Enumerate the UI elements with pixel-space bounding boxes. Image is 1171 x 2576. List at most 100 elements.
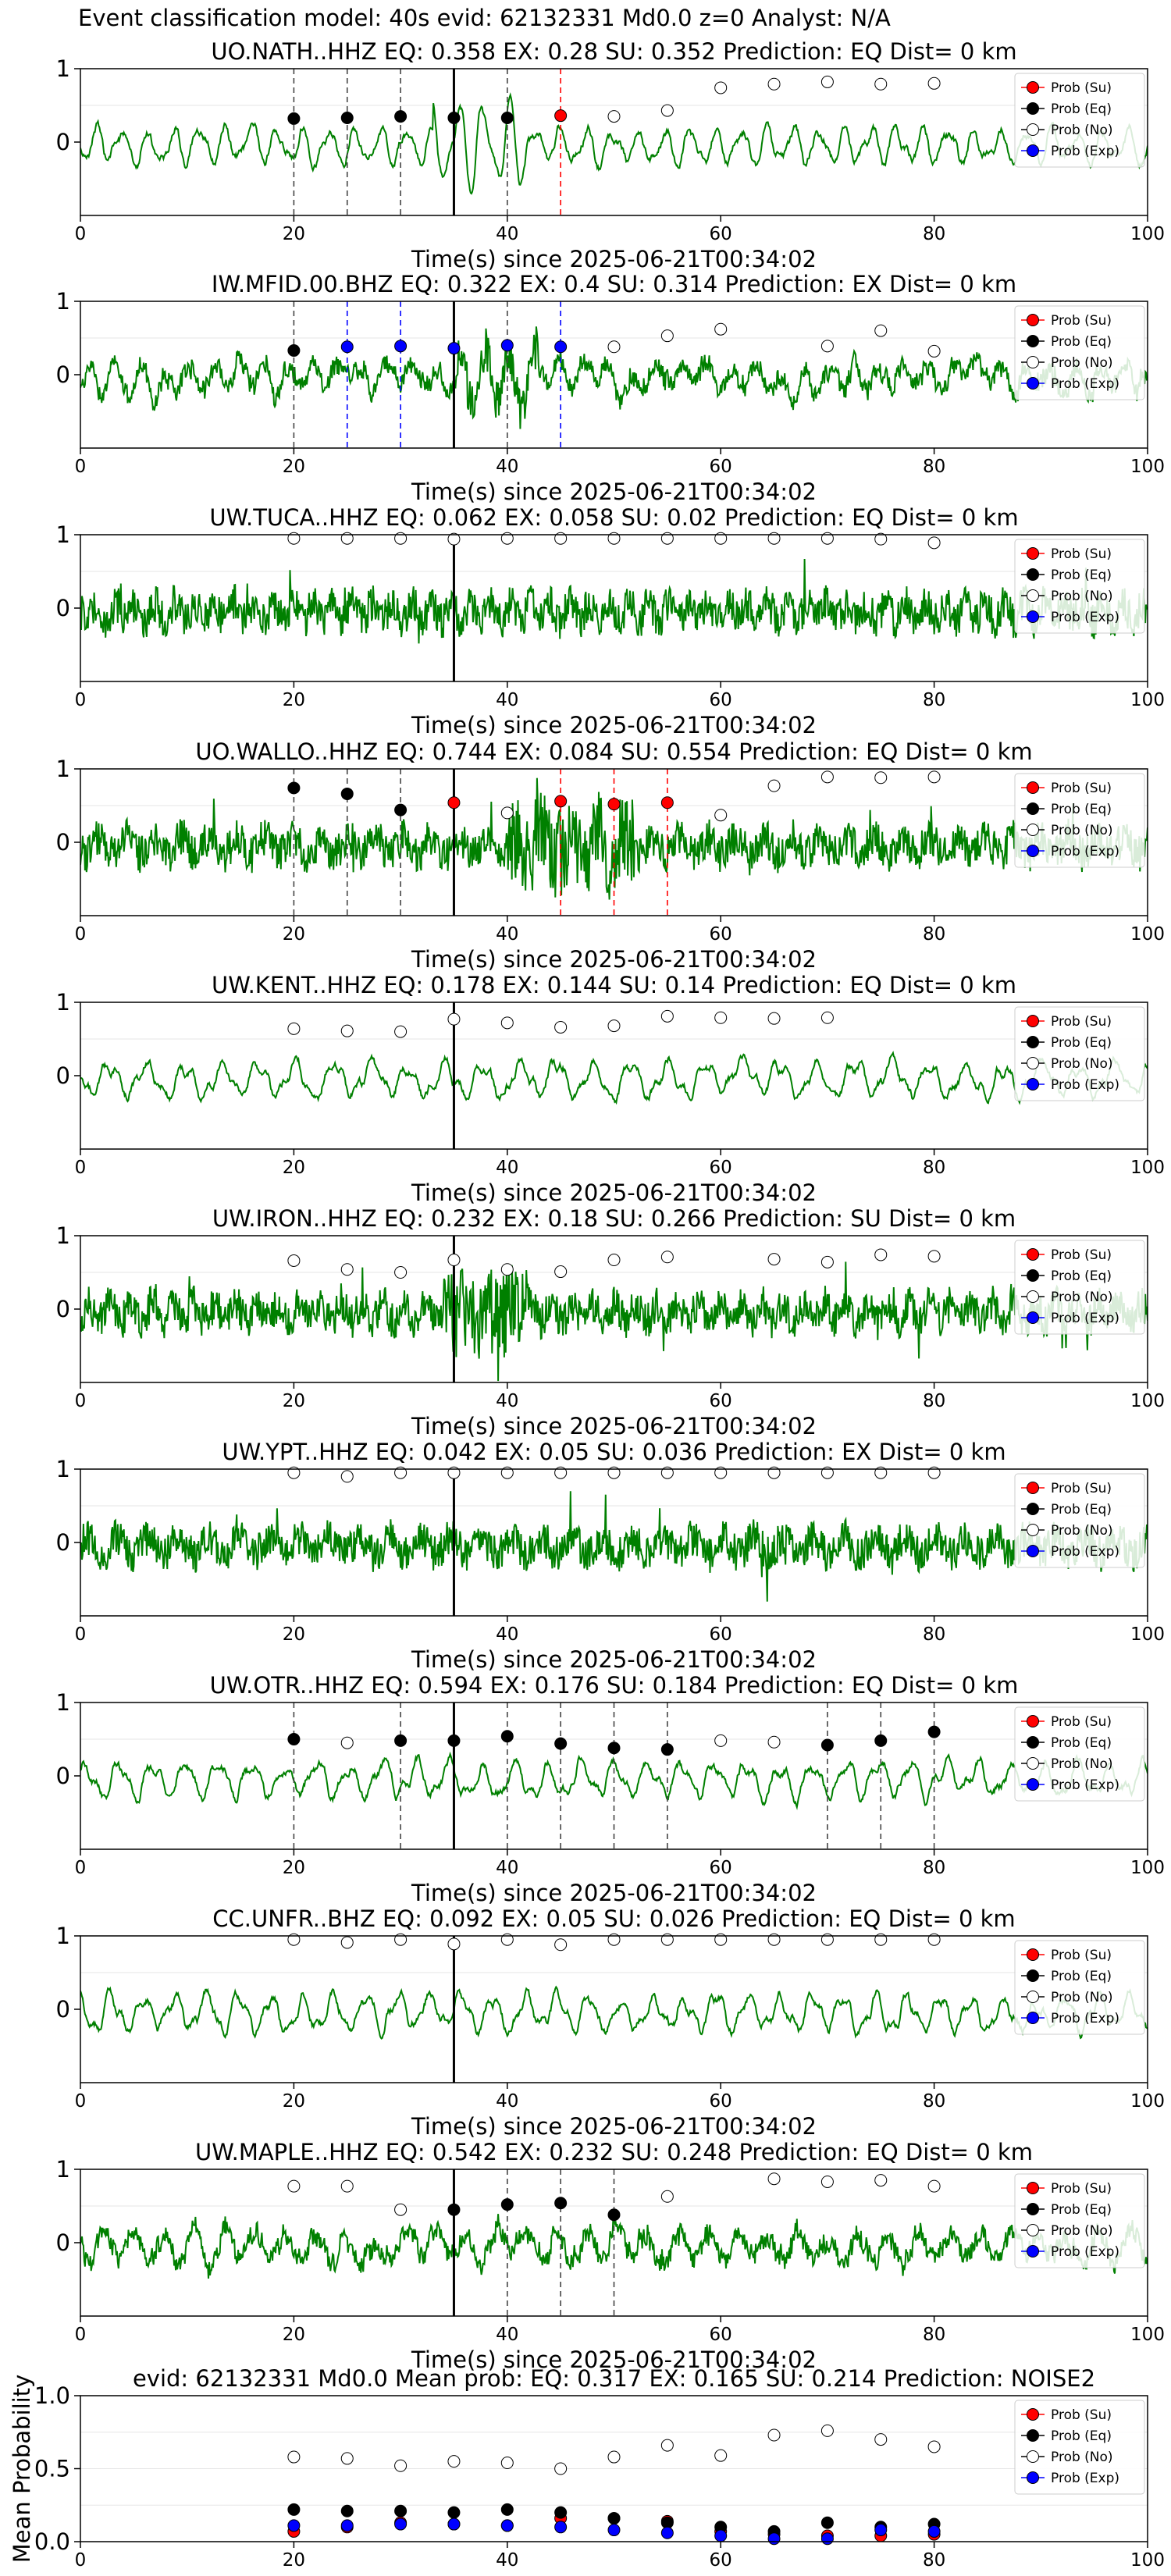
x-tick-label: 40: [496, 1858, 518, 1878]
legend-marker-no: [1027, 1524, 1039, 1536]
legend-label: Prob (Eq): [1051, 1035, 1112, 1051]
prob-point-no: [394, 2203, 408, 2216]
legend-box: [1014, 773, 1145, 868]
legend-marker-no: [1027, 356, 1039, 368]
legend-marker-exp: [1027, 1545, 1039, 1557]
prob-point-no: [287, 532, 301, 545]
legend-marker-exp: [1027, 2245, 1039, 2258]
x-tick-label: 20: [283, 924, 305, 945]
legend: Prob (Su) Prob (Eq) Prob (No) Prob (Exp): [1014, 305, 1145, 400]
legend-marker-eq: [1027, 568, 1039, 581]
y-tick-label: 0: [56, 1763, 70, 1789]
y-tick-label: 0: [56, 361, 70, 388]
prob-point-eq: [607, 2208, 621, 2222]
prob-point-eq: [394, 110, 408, 123]
x-tick-label: 0: [75, 2550, 87, 2571]
prob-point-no: [554, 1938, 568, 1952]
mean-point-exp: [287, 2519, 301, 2532]
prob-point-no: [340, 1936, 354, 1949]
x-tick-label: 100: [1130, 1858, 1165, 1878]
legend-marker-exp: [1027, 377, 1039, 390]
prob-point-no: [607, 110, 621, 123]
x-tick-label: 60: [710, 690, 732, 710]
x-tick-label: 0: [75, 690, 87, 710]
legend-marker-su: [1027, 1248, 1039, 1261]
legend-label: Prob (Exp): [1051, 1077, 1119, 1093]
prob-point-no: [874, 771, 888, 785]
legend-label: Prob (Su): [1051, 2407, 1112, 2423]
x-tick-label: 40: [496, 1158, 518, 1178]
station-panel-4: UO.WALLO..HHZ EQ: 0.744 EX: 0.084 SU: 0.…: [56, 738, 1165, 973]
x-tick-label: 40: [496, 457, 518, 477]
prob-point-su: [660, 796, 674, 809]
prob-point-eq: [394, 1734, 408, 1747]
prob-point-no: [767, 1253, 781, 1266]
prob-point-no: [820, 1255, 834, 1268]
prob-point-no: [767, 779, 781, 792]
x-tick-label: 20: [283, 1858, 305, 1878]
x-tick-label: 20: [283, 1391, 305, 1411]
x-tick-label: 20: [283, 1624, 305, 1645]
x-tick-label: 80: [923, 1391, 945, 1411]
legend: Prob (Su) Prob (Eq) Prob (No) Prob (Exp): [1014, 2400, 1145, 2495]
prob-point-no: [287, 1933, 301, 1946]
legend-marker-no: [1027, 1290, 1039, 1303]
legend-marker-eq: [1027, 1969, 1039, 1982]
station-panel-6: UW.IRON..HHZ EQ: 0.232 EX: 0.18 SU: 0.26…: [56, 1205, 1165, 1439]
y-tick-label: 1: [56, 1222, 70, 1249]
legend: Prob (Su) Prob (Eq) Prob (No) Prob (Exp): [1014, 1473, 1145, 1568]
legend-box: [1014, 2173, 1145, 2268]
panel-title: IW.MFID.00.BHZ EQ: 0.322 EX: 0.4 SU: 0.3…: [212, 271, 1016, 297]
legend-marker-no: [1027, 1057, 1039, 1069]
prob-point-no: [340, 532, 354, 545]
panel-title: UW.YPT..HHZ EQ: 0.042 EX: 0.05 SU: 0.036…: [222, 1439, 1005, 1465]
legend-marker-su: [1027, 2408, 1039, 2421]
mean-point-eq: [554, 2506, 568, 2519]
prob-point-su: [554, 109, 568, 123]
prob-point-su: [447, 796, 461, 809]
prob-point-eq: [287, 343, 301, 357]
figure-title: Event classification model: 40s evid: 62…: [78, 5, 891, 31]
seismic-trace: [80, 777, 1148, 900]
legend-marker-su: [1027, 781, 1039, 794]
legend-marker-eq: [1027, 1036, 1039, 1048]
prob-point-no: [500, 1016, 514, 1030]
mean-point-exp: [767, 2532, 781, 2546]
legend-marker-su: [1027, 1482, 1039, 1494]
station-panel-2: IW.MFID.00.BHZ EQ: 0.322 EX: 0.4 SU: 0.3…: [56, 271, 1165, 505]
prob-point-no: [874, 77, 888, 91]
legend-marker-exp: [1027, 2471, 1039, 2484]
prob-point-eq: [447, 1734, 461, 1747]
prob-point-no: [607, 340, 621, 354]
prob-point-no: [874, 1466, 888, 1479]
x-tick-label: 20: [283, 457, 305, 477]
legend-box: [1014, 1940, 1145, 2035]
legend-label: Prob (Exp): [1051, 1777, 1119, 1793]
legend-marker-no: [1027, 2450, 1039, 2463]
x-tick-label: 80: [923, 2550, 945, 2571]
y-tick-label: 0.0: [34, 2528, 70, 2555]
y-axis-label: Mean Probability: [9, 2375, 35, 2564]
mean-point-eq: [340, 2504, 354, 2517]
seismic-trace: [80, 326, 1148, 429]
x-tick-label: 60: [710, 224, 732, 244]
x-tick-label: 0: [75, 2325, 87, 2345]
mean-point-no: [820, 2424, 834, 2437]
x-axis-label: Time(s) since 2025-06-21T00:34:02: [411, 479, 817, 505]
legend-marker-eq: [1027, 102, 1039, 115]
legend-label: Prob (Su): [1051, 1714, 1112, 1730]
mean-point-no: [714, 2449, 728, 2462]
prob-point-no: [820, 1466, 834, 1479]
legend-marker-eq: [1027, 802, 1039, 815]
x-axis-label: Time(s) since 2025-06-21T00:34:02: [411, 2347, 817, 2373]
prob-point-no: [287, 1022, 301, 1035]
panel-title: UW.TUCA..HHZ EQ: 0.062 EX: 0.058 SU: 0.0…: [209, 504, 1018, 531]
mean-point-exp: [874, 2524, 888, 2537]
x-tick-label: 60: [710, 2091, 732, 2112]
station-panel-1: UO.NATH..HHZ EQ: 0.358 EX: 0.28 SU: 0.35…: [56, 38, 1165, 272]
y-tick-label: 0: [56, 1062, 70, 1089]
station-panel-7: UW.YPT..HHZ EQ: 0.042 EX: 0.05 SU: 0.036…: [56, 1439, 1165, 1673]
station-panel-10: UW.MAPLE..HHZ EQ: 0.542 EX: 0.232 SU: 0.…: [56, 2139, 1165, 2373]
prob-point-no: [607, 1019, 621, 1033]
legend-box: [1014, 305, 1145, 400]
